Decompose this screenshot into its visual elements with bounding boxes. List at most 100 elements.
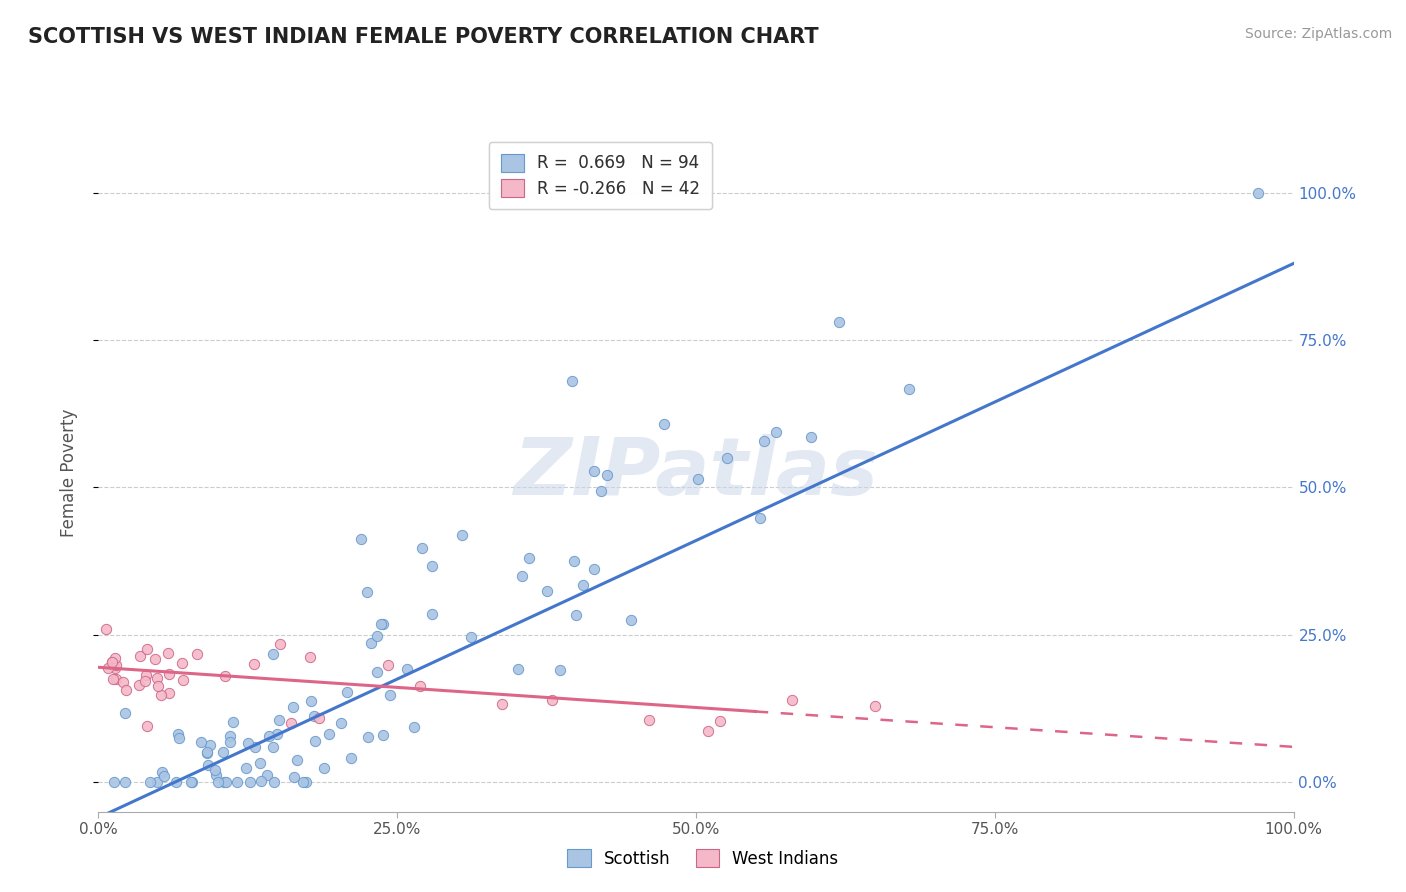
Point [211,745,233,759]
Point [583,562,606,576]
Point [686,472,709,486]
Point [200,739,222,753]
Point [422,559,444,574]
Point [697,724,720,739]
Point [308,711,330,725]
Point [619,613,641,627]
Point [356,585,378,599]
Point [226,775,249,789]
Point [366,629,388,643]
Point [256,768,278,782]
Point [235,761,257,775]
Point [157,646,180,660]
Point [150,764,173,779]
Point [195,745,218,759]
Point [266,726,288,740]
Point [219,729,242,743]
Point [101,655,124,669]
Point [197,757,219,772]
Point [128,678,150,692]
Point [409,680,432,694]
Point [170,657,193,671]
Point [134,674,156,689]
Point [752,434,775,448]
Point [561,374,583,388]
Point [897,382,920,396]
Text: ZIPatlas: ZIPatlas [513,434,879,512]
Point [172,673,194,687]
Point [180,775,202,789]
Point [396,662,419,676]
Point [654,417,676,431]
Point [411,541,433,555]
Point [269,713,291,727]
Point [378,688,401,702]
Point [420,607,443,621]
Point [249,773,271,788]
Point [510,569,533,583]
Point [357,730,380,744]
Point [167,727,190,741]
Point [243,657,266,671]
Point [135,719,157,733]
Point [295,775,318,789]
Point [749,510,772,524]
Point [214,669,236,683]
Point [1246,186,1268,200]
Point [370,617,392,632]
Point [190,735,212,749]
Point [709,714,731,728]
Point [101,655,124,669]
Point [221,715,243,730]
Point [219,735,242,749]
Point [239,775,262,789]
Y-axis label: Female Poverty: Female Poverty [59,409,77,537]
Point [103,672,125,686]
Point [371,616,394,631]
Point [564,554,586,568]
Point [299,694,322,708]
Point [197,746,219,760]
Point [238,736,260,750]
Text: SCOTTISH VS WEST INDIAN FEMALE POVERTY CORRELATION CHART: SCOTTISH VS WEST INDIAN FEMALE POVERTY C… [28,27,818,46]
Point [103,775,125,789]
Point [366,665,388,679]
Point [377,657,399,672]
Point [186,648,208,662]
Point [716,450,738,465]
Point [243,740,266,755]
Legend: Scottish, West Indians: Scottish, West Indians [555,838,851,880]
Point [257,729,280,743]
Point [304,734,326,748]
Point [150,688,173,702]
Point [165,775,187,789]
Point [204,768,226,782]
Point [312,761,335,775]
Point [103,651,125,665]
Point [97,661,120,675]
Point [269,637,291,651]
Point [318,726,340,740]
Point [104,672,127,686]
Point [583,464,606,478]
Point [139,775,162,789]
Point [262,647,284,661]
Point [371,728,394,742]
Point [349,533,371,547]
Point [302,708,325,723]
Point [96,622,118,636]
Point [180,775,202,789]
Point [114,775,136,789]
Point [135,667,157,681]
Point [536,583,558,598]
Point [262,740,284,755]
Point [215,775,238,789]
Point [800,429,823,443]
Point [491,697,513,711]
Point [104,661,127,675]
Point [111,674,134,689]
Point [517,551,540,566]
Point [828,315,851,329]
Point [128,648,150,663]
Point [146,680,169,694]
